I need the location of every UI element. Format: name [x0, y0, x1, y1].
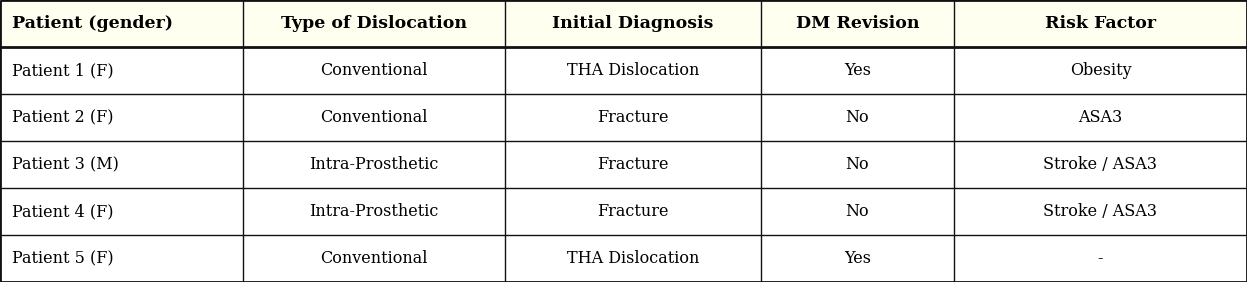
Text: Conventional: Conventional — [320, 109, 428, 126]
Bar — [505, 94, 761, 141]
Text: Patient (gender): Patient (gender) — [12, 15, 173, 32]
Bar — [954, 141, 1247, 188]
Text: Conventional: Conventional — [320, 62, 428, 79]
Text: Risk Factor: Risk Factor — [1045, 15, 1156, 32]
Bar — [954, 235, 1247, 282]
Bar — [954, 188, 1247, 235]
Text: ASA3: ASA3 — [1079, 109, 1122, 126]
Text: DM Revision: DM Revision — [796, 15, 919, 32]
Bar — [761, 94, 954, 141]
Bar — [505, 47, 761, 94]
Text: Patient 1 (F): Patient 1 (F) — [12, 62, 113, 79]
Text: Yes: Yes — [844, 62, 870, 79]
Text: THA Dislocation: THA Dislocation — [566, 62, 700, 79]
Bar — [243, 0, 505, 47]
Bar — [954, 47, 1247, 94]
Bar — [761, 188, 954, 235]
Text: Patient 2 (F): Patient 2 (F) — [12, 109, 113, 126]
Text: Stroke / ASA3: Stroke / ASA3 — [1044, 203, 1157, 220]
Bar — [954, 0, 1247, 47]
Text: Fracture: Fracture — [597, 156, 668, 173]
Text: Yes: Yes — [844, 250, 870, 267]
Bar — [243, 47, 505, 94]
Text: -: - — [1097, 250, 1104, 267]
Text: Type of Dislocation: Type of Dislocation — [281, 15, 468, 32]
Text: THA Dislocation: THA Dislocation — [566, 250, 700, 267]
Bar — [243, 188, 505, 235]
Bar — [243, 94, 505, 141]
Text: Intra-Prosthetic: Intra-Prosthetic — [309, 156, 439, 173]
Bar — [0, 188, 243, 235]
Text: Patient 3 (M): Patient 3 (M) — [12, 156, 120, 173]
Bar — [761, 47, 954, 94]
Bar — [761, 141, 954, 188]
Bar — [243, 141, 505, 188]
Text: Patient 5 (F): Patient 5 (F) — [12, 250, 113, 267]
Text: Intra-Prosthetic: Intra-Prosthetic — [309, 203, 439, 220]
Text: No: No — [845, 203, 869, 220]
Text: Fracture: Fracture — [597, 203, 668, 220]
Bar — [505, 0, 761, 47]
Bar — [761, 235, 954, 282]
Text: Fracture: Fracture — [597, 109, 668, 126]
Bar — [505, 141, 761, 188]
Bar — [761, 0, 954, 47]
Text: No: No — [845, 156, 869, 173]
Text: No: No — [845, 109, 869, 126]
Bar — [505, 235, 761, 282]
Bar — [0, 47, 243, 94]
Bar — [954, 94, 1247, 141]
Text: Patient 4 (F): Patient 4 (F) — [12, 203, 113, 220]
Bar — [0, 94, 243, 141]
Text: Initial Diagnosis: Initial Diagnosis — [552, 15, 713, 32]
Bar — [505, 188, 761, 235]
Text: Obesity: Obesity — [1070, 62, 1131, 79]
Bar — [243, 235, 505, 282]
Bar — [0, 141, 243, 188]
Text: Conventional: Conventional — [320, 250, 428, 267]
Text: Stroke / ASA3: Stroke / ASA3 — [1044, 156, 1157, 173]
Bar — [0, 0, 243, 47]
Bar — [0, 235, 243, 282]
